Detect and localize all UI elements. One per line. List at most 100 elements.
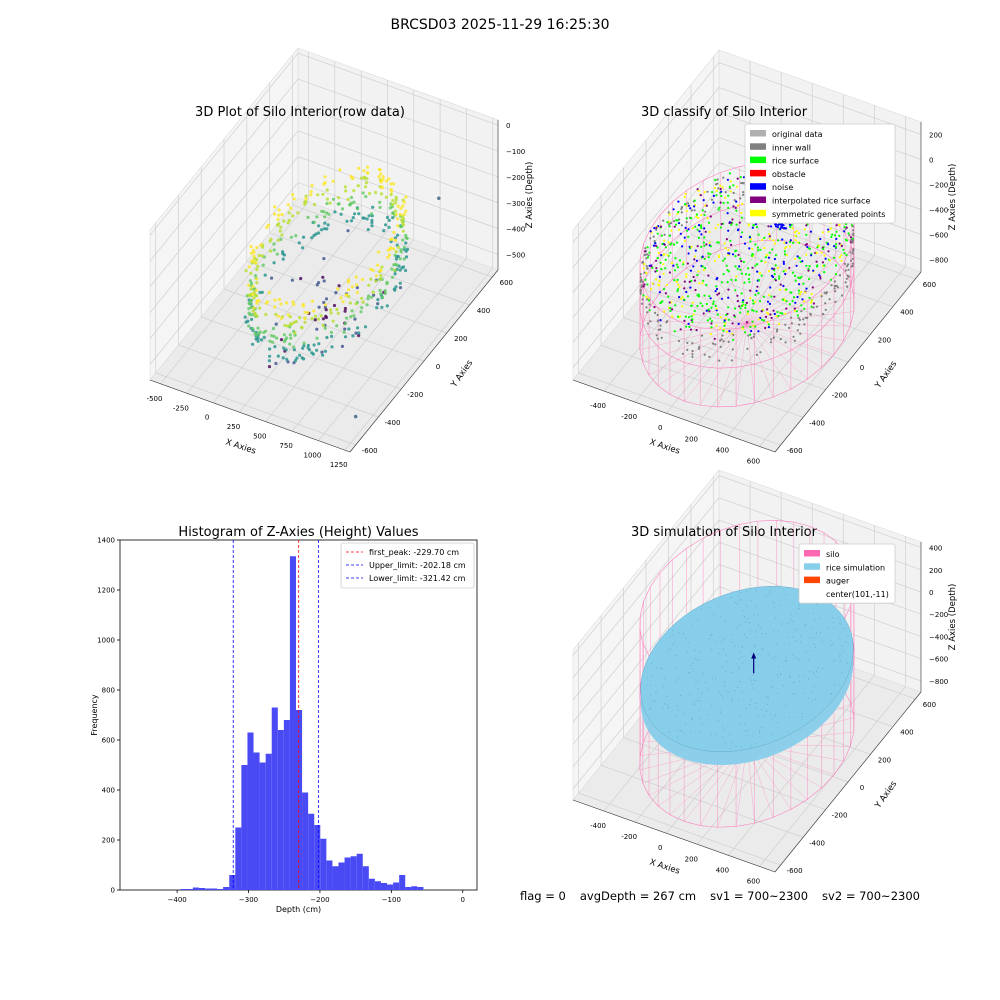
rice-texture-dot [691,717,693,719]
classified-point [772,336,776,339]
classified-point [677,211,680,214]
classified-point [658,280,661,283]
classified-point [833,245,836,248]
classified-point [706,190,709,193]
data-point [285,357,289,361]
data-point [292,345,296,349]
data-point [310,317,314,321]
data-point [306,215,310,219]
classified-point [755,310,758,313]
classified-point [685,275,688,278]
classified-point [795,230,798,233]
data-point [379,192,384,196]
classified-point [705,204,708,207]
y-tick-label: 800 [102,687,115,695]
rice-texture-dot [798,603,800,605]
silo-floor-spoke [735,323,748,407]
classified-point [691,349,694,353]
classified-point [648,299,651,302]
classified-point [738,265,741,268]
rice-texture-dot [726,661,728,663]
data-point [254,288,259,292]
rice-texture-dot [727,691,729,693]
classified-point [789,225,792,228]
y-gridline [578,223,781,446]
data-point [331,319,335,323]
data-point [325,335,329,340]
rice-texture-dot [756,606,758,608]
classified-point [804,316,807,319]
classified-point [840,244,844,248]
data-point [323,305,327,309]
silo-floor-spoke [746,323,808,380]
rice-texture-dot [840,660,842,662]
classified-point [691,318,694,321]
classified-point [726,178,730,181]
data-point [247,301,251,305]
chart-3d-4: -400-2000200400600-600-400-2000200400600… [572,469,958,885]
data-point [272,261,276,265]
classified-point [754,325,757,328]
classified-point [678,286,681,289]
classified-point [745,321,749,324]
classified-point [851,257,855,260]
classified-point [711,342,715,345]
histogram-bar [229,875,236,890]
data-point [268,249,273,253]
status-footer: flag = 0 avgDepth = 267 cm sv1 = 700~2300 s… [520,889,934,903]
z-tick-label: −200 [929,182,948,190]
classified-point [740,260,743,263]
classified-point [748,280,751,284]
classified-point [738,305,741,308]
x-axis-label: X Axies [648,857,681,876]
classified-point [749,240,752,243]
data-point [348,301,352,305]
data-point [275,252,279,256]
silo-floor-spoke [746,283,852,324]
data-point [389,193,393,197]
classified-point [658,291,661,294]
data-point [379,274,383,278]
data-point [371,290,375,294]
classified-point [645,265,648,268]
rice-texture-dot [755,702,757,704]
classified-point [667,211,670,214]
x-tick-label: -250 [173,404,189,412]
classified-point [721,186,724,189]
classified-point [835,237,838,240]
classified-point [687,316,691,319]
classified-point [704,210,707,213]
classified-point [712,302,715,305]
data-point [367,294,371,298]
classified-point [729,180,733,183]
classified-point [654,242,657,245]
classified-point [685,273,688,276]
classified-point [771,248,774,251]
classified-point [646,283,649,286]
data-point [256,265,260,269]
classified-point [663,310,666,313]
data-point [355,286,359,290]
data-point [405,247,410,251]
data-point [264,312,268,317]
data-point [390,267,394,271]
z-tick-label: −600 [929,232,948,240]
data-point [381,175,385,179]
legend-label: center(101,-11) [826,590,889,599]
z-axis-label: Z Axies (Depth) [948,164,958,231]
classified-point [793,274,797,277]
classified-point [709,297,712,300]
z-tick-label: −400 [506,226,525,234]
legend-swatch [750,209,766,217]
classified-point [777,239,780,242]
classified-point [806,245,809,249]
legend-box [340,542,475,589]
classified-point [645,295,648,298]
rice-texture-dot [798,607,799,609]
classified-point [764,261,767,264]
data-point [383,289,387,293]
rice-texture-dot [838,684,840,686]
classified-point [668,271,672,274]
classified-point [695,259,699,262]
data-point [404,233,408,237]
